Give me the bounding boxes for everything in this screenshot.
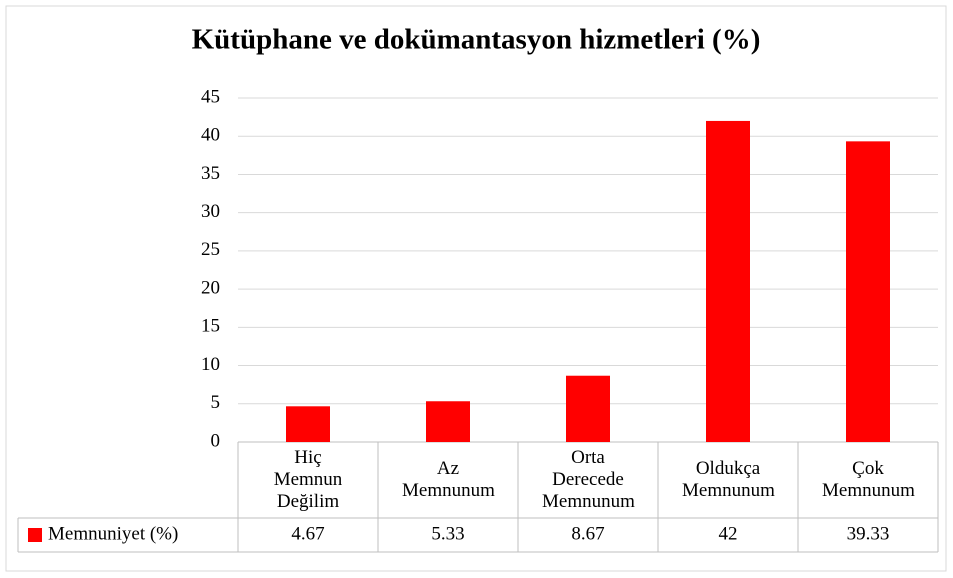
x-tick-label: Az Memnunum (378, 442, 518, 518)
x-tick-text: Hiç Memnun Değilim (273, 447, 343, 512)
y-tick-label: 15 (201, 316, 220, 337)
y-tick-label: 40 (201, 125, 220, 146)
data-table-value: 5.33 (431, 523, 464, 544)
legend-label: Memnuniyet (%) (48, 523, 178, 544)
data-table-value: 8.67 (571, 523, 604, 544)
y-tick-label: 35 (201, 163, 220, 184)
x-tick-label: Oldukça Memnunum (658, 442, 798, 518)
y-tick-label: 5 (211, 392, 221, 413)
x-tick-text: Oldukça Memnunum (682, 458, 775, 501)
chart-title: Kütüphane ve dokümantasyon hizmetleri (%… (192, 24, 761, 56)
x-tick-text: Orta Derecede Memnunum (542, 447, 635, 512)
bar (426, 401, 470, 442)
legend-swatch (28, 528, 42, 542)
bar (706, 120, 750, 442)
data-table-value: 4.67 (291, 523, 324, 544)
data-table-value: 39.33 (847, 523, 890, 544)
y-tick-label: 0 (211, 430, 221, 451)
y-tick-label: 30 (201, 201, 220, 222)
y-tick-label: 25 (201, 239, 220, 260)
data-table-value: 42 (719, 523, 738, 544)
x-tick-text: Az Memnunum (402, 458, 495, 501)
x-tick-label: Orta Derecede Memnunum (518, 442, 658, 518)
bar (286, 406, 330, 442)
x-tick-label: Hiç Memnun Değilim (238, 442, 378, 518)
chart-border (5, 5, 947, 572)
y-tick-label: 45 (201, 86, 220, 107)
y-tick-label: 10 (201, 354, 220, 375)
y-tick-label: 20 (201, 277, 220, 298)
bar (846, 141, 890, 442)
x-tick-label: Çok Memnunum (798, 442, 938, 518)
bar (566, 375, 610, 442)
x-tick-text: Çok Memnunum (822, 458, 915, 501)
